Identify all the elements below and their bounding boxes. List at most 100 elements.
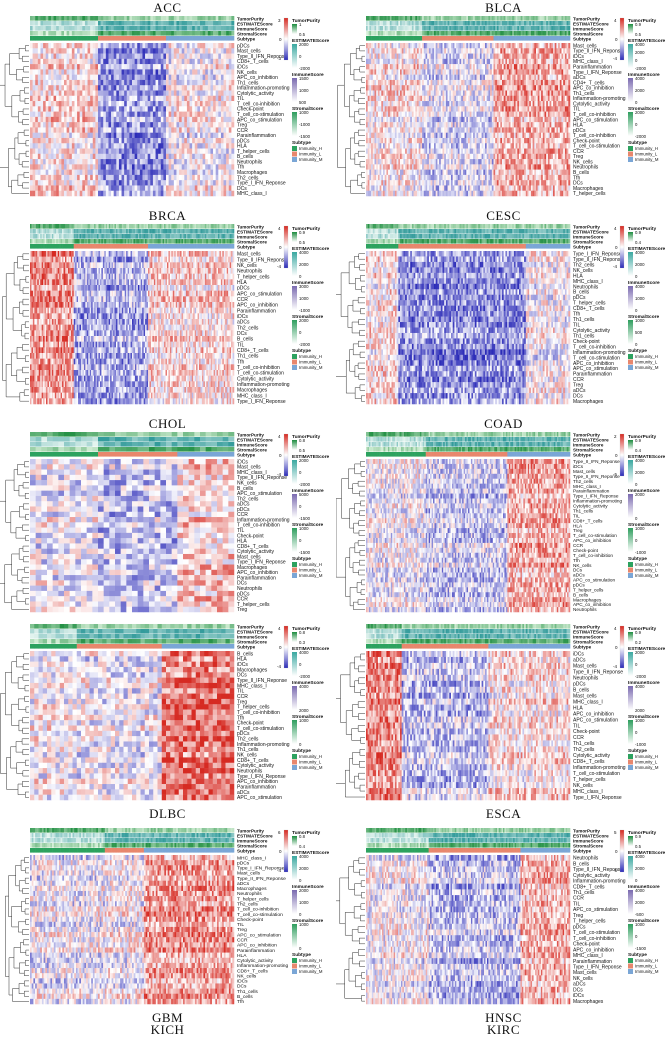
dendrogram-branch [21, 161, 29, 168]
annotation-cell [437, 26, 440, 31]
annotation-cell [529, 21, 532, 26]
heatmap-cell [103, 127, 107, 133]
heatmap-cell [134, 116, 138, 123]
heatmap-cell [87, 127, 91, 133]
heatmap-cell [210, 58, 214, 65]
heatmap-cell [79, 79, 83, 86]
heatmap-cell [84, 90, 88, 97]
heatmap-cell [71, 185, 75, 191]
heatmap-cell [226, 169, 230, 176]
annotation-cell [558, 21, 561, 26]
heatmap-cell [413, 95, 416, 102]
heatmap-cell [367, 58, 370, 65]
heatmap-cell [61, 137, 65, 144]
heatmap-cell [69, 148, 73, 155]
heatmap-cell [223, 190, 227, 197]
heatmap-cell [171, 111, 175, 118]
heatmap-cell [415, 48, 418, 54]
heatmap-cell [129, 127, 133, 133]
heatmap-cell [160, 85, 164, 91]
annotation-cell [381, 21, 384, 26]
heatmap-cell [563, 95, 566, 102]
heatmap-cell [43, 127, 46, 133]
annotation-cell [544, 31, 547, 36]
heatmap-cell [108, 127, 112, 133]
heatmap-cell [442, 85, 445, 91]
annotation-cell [210, 36, 214, 41]
heatmap-cell [71, 90, 75, 97]
heatmap-cell [218, 132, 222, 139]
heatmap-cell [43, 148, 46, 155]
annotation-cell [369, 36, 372, 41]
heatmap-cell [147, 148, 151, 155]
annotation-cell [223, 26, 227, 31]
heatmap-cell [479, 111, 482, 118]
heatmap-cell [171, 164, 175, 170]
heatmap-cell [171, 53, 175, 60]
heatmap-cell [74, 148, 78, 155]
heatmap-cell [64, 169, 67, 176]
heatmap-cell [454, 95, 457, 102]
heatmap-cell [45, 106, 49, 112]
heatmap-cell [171, 95, 175, 102]
heatmap-cell [37, 132, 41, 139]
heatmap-cell [126, 95, 130, 102]
heatmap-cell [228, 137, 232, 144]
heatmap-cell [192, 43, 196, 49]
heatmap-cell [379, 53, 382, 60]
heatmap-cell [176, 153, 180, 160]
annotation-cell [163, 16, 167, 21]
heatmap-cell [415, 53, 418, 60]
heatmap-cell [179, 122, 182, 128]
heatmap-cell [48, 132, 52, 139]
heatmap-cell [71, 164, 75, 170]
heatmap-cell [58, 148, 62, 155]
annotation-cell [515, 16, 518, 21]
heatmap-cell [383, 79, 385, 86]
heatmap-cell [420, 106, 423, 112]
heatmap-cell [35, 169, 39, 176]
heatmap-cell [61, 159, 65, 165]
heatmap-cell [56, 159, 60, 165]
annotation-cell [90, 36, 94, 41]
annotation-cell [179, 21, 182, 26]
heatmap-cell [173, 116, 177, 123]
heatmap-cell [405, 101, 408, 107]
heatmap-cell [171, 64, 175, 70]
heatmap-cell [173, 85, 177, 91]
heatmap-cell [524, 69, 527, 75]
heatmap-cell [451, 43, 453, 49]
heatmap-cell [103, 53, 107, 60]
annotation-cell [90, 31, 94, 36]
heatmap-cell [192, 137, 196, 144]
heatmap-cell [184, 58, 188, 65]
heatmap-cell [48, 153, 52, 160]
heatmap-cell [53, 106, 57, 112]
heatmap-cell [132, 58, 135, 65]
heatmap-cell [226, 190, 230, 197]
annotation-cell [103, 26, 107, 31]
heatmap-cell [422, 58, 425, 65]
heatmap-cell [207, 180, 211, 186]
heatmap-cell [449, 58, 452, 65]
annotation-cell [410, 16, 413, 21]
heatmap-cell [163, 95, 167, 102]
annotation-cell [84, 31, 88, 36]
heatmap-cell [372, 111, 375, 118]
heatmap-cell [423, 106, 426, 112]
heatmap-cell [137, 48, 141, 54]
heatmap-cell [82, 174, 86, 181]
annotation-cell [466, 26, 469, 31]
annotation-cell [377, 26, 380, 31]
heatmap-cell [84, 101, 88, 107]
heatmap-cell [508, 64, 511, 70]
heatmap-cell [192, 143, 196, 149]
annotation-cell [525, 21, 528, 26]
annotation-cell [417, 16, 419, 21]
heatmap-cell [152, 43, 156, 49]
heatmap-cell [184, 122, 188, 128]
heatmap-cell [205, 95, 209, 102]
heatmap-cell [512, 95, 515, 102]
heatmap-cell [410, 90, 413, 97]
annotation-cell [30, 36, 33, 41]
